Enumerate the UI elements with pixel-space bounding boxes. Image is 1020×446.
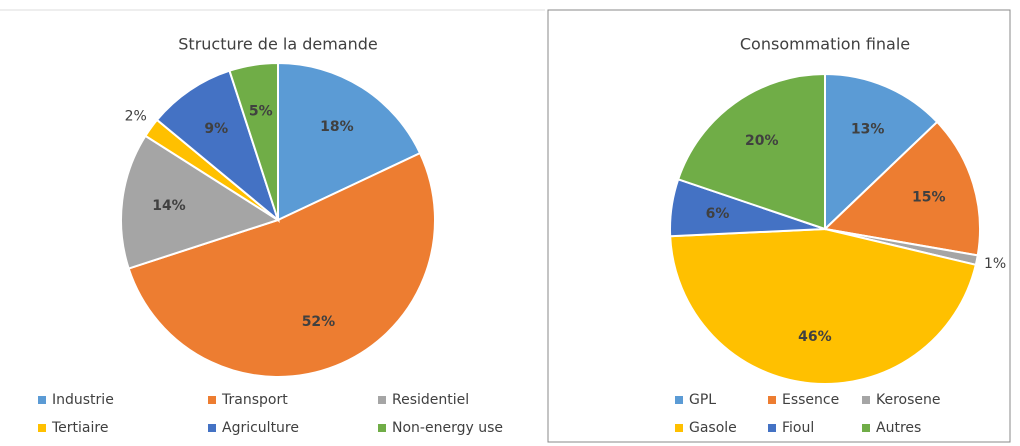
legend-swatch xyxy=(675,396,683,404)
legend-label: Fioul xyxy=(782,420,814,436)
legend-label: Agriculture xyxy=(222,420,299,436)
pie-slice xyxy=(120,134,281,270)
legend-label: GPL xyxy=(689,392,716,408)
legend-label: Industrie xyxy=(52,392,114,408)
data-label: 20% xyxy=(745,133,779,149)
legend-label: Autres xyxy=(876,420,921,436)
data-label: 2% xyxy=(125,109,147,125)
data-label: 52% xyxy=(302,314,336,330)
legend-swatch xyxy=(38,396,46,404)
chart-title: Consommation finale xyxy=(740,35,910,54)
legend-label: Non-energy use xyxy=(392,420,503,436)
legend-label: Tertiaire xyxy=(51,420,108,436)
pie-slice xyxy=(228,61,279,221)
chart-title: Structure de la demande xyxy=(178,35,377,54)
data-label: 14% xyxy=(152,198,186,214)
data-label: 18% xyxy=(320,119,354,135)
legend-label: Residentiel xyxy=(392,392,469,408)
legend-swatch xyxy=(675,424,683,432)
pie-slice xyxy=(822,120,981,257)
legend-swatch xyxy=(208,424,216,432)
legend-swatch xyxy=(862,424,870,432)
pie-slice xyxy=(669,227,978,385)
legend-label: Essence xyxy=(782,392,839,408)
data-label: 15% xyxy=(912,189,946,205)
legend-label: Gasole xyxy=(689,420,737,436)
pie-slice xyxy=(676,72,826,231)
pie-slice xyxy=(824,72,939,232)
panel-border xyxy=(547,9,1011,443)
legend-swatch xyxy=(378,396,386,404)
data-label: 13% xyxy=(851,121,885,137)
data-label: 46% xyxy=(798,329,832,345)
pie-slice xyxy=(155,69,281,223)
legend-swatch xyxy=(38,424,46,432)
data-label: 9% xyxy=(204,121,228,137)
data-label: 5% xyxy=(249,103,273,119)
data-label: 1% xyxy=(984,256,1006,272)
pie-slice xyxy=(127,151,436,378)
legend-swatch xyxy=(208,396,216,404)
legend-swatch xyxy=(862,396,870,404)
legend-swatch xyxy=(768,396,776,404)
legend-label: Kerosene xyxy=(876,392,941,408)
data-label: 6% xyxy=(706,206,730,222)
legend-swatch xyxy=(378,424,386,432)
legend-label: Transport xyxy=(221,392,288,408)
legend-swatch xyxy=(768,424,776,432)
pie-slice xyxy=(277,61,422,222)
